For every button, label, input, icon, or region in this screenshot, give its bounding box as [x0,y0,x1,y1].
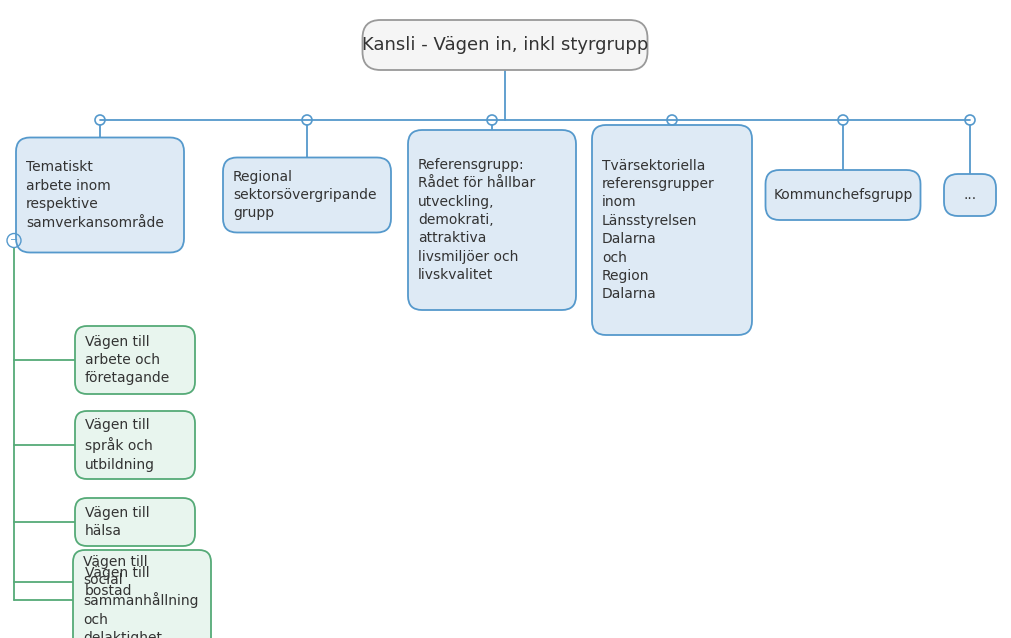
Text: Kansli - Vägen in, inkl styrgrupp: Kansli - Vägen in, inkl styrgrupp [362,36,648,54]
Text: Regional
sektorsövergripande
grupp: Regional sektorsövergripande grupp [233,170,376,220]
Text: −: − [10,235,18,246]
FancyBboxPatch shape [765,170,920,220]
FancyBboxPatch shape [75,558,195,606]
Text: Tematiskt
arbete inom
respektive
samverkansområde: Tematiskt arbete inom respektive samverk… [26,160,164,230]
FancyBboxPatch shape [75,326,195,394]
Text: Referensgrupp:
Rådet för hållbar
utveckling,
demokrati,
attraktiva
livsmiljöer o: Referensgrupp: Rådet för hållbar utveckl… [418,158,535,282]
FancyBboxPatch shape [363,20,647,70]
FancyBboxPatch shape [944,174,996,216]
FancyBboxPatch shape [73,550,211,638]
Text: Vägen till
hälsa: Vägen till hälsa [85,506,150,538]
Text: Vägen till
social
sammanhållning
och
delaktighet: Vägen till social sammanhållning och del… [83,555,198,638]
Text: Vägen till
språk och
utbildning: Vägen till språk och utbildning [85,419,155,471]
Text: ...: ... [963,188,977,202]
FancyBboxPatch shape [75,411,195,479]
Text: Tvärsektoriella
referensgrupper
inom
Länsstyrelsen
Dalarna
och
Region
Dalarna: Tvärsektoriella referensgrupper inom Län… [602,159,715,301]
FancyBboxPatch shape [408,130,576,310]
Text: Vägen till
bostad: Vägen till bostad [85,566,150,598]
FancyBboxPatch shape [16,138,184,253]
FancyBboxPatch shape [592,125,752,335]
Text: Kommunchefsgrupp: Kommunchefsgrupp [773,188,913,202]
Text: Vägen till
arbete och
företagande: Vägen till arbete och företagande [85,334,170,385]
FancyBboxPatch shape [223,158,391,232]
FancyBboxPatch shape [75,498,195,546]
